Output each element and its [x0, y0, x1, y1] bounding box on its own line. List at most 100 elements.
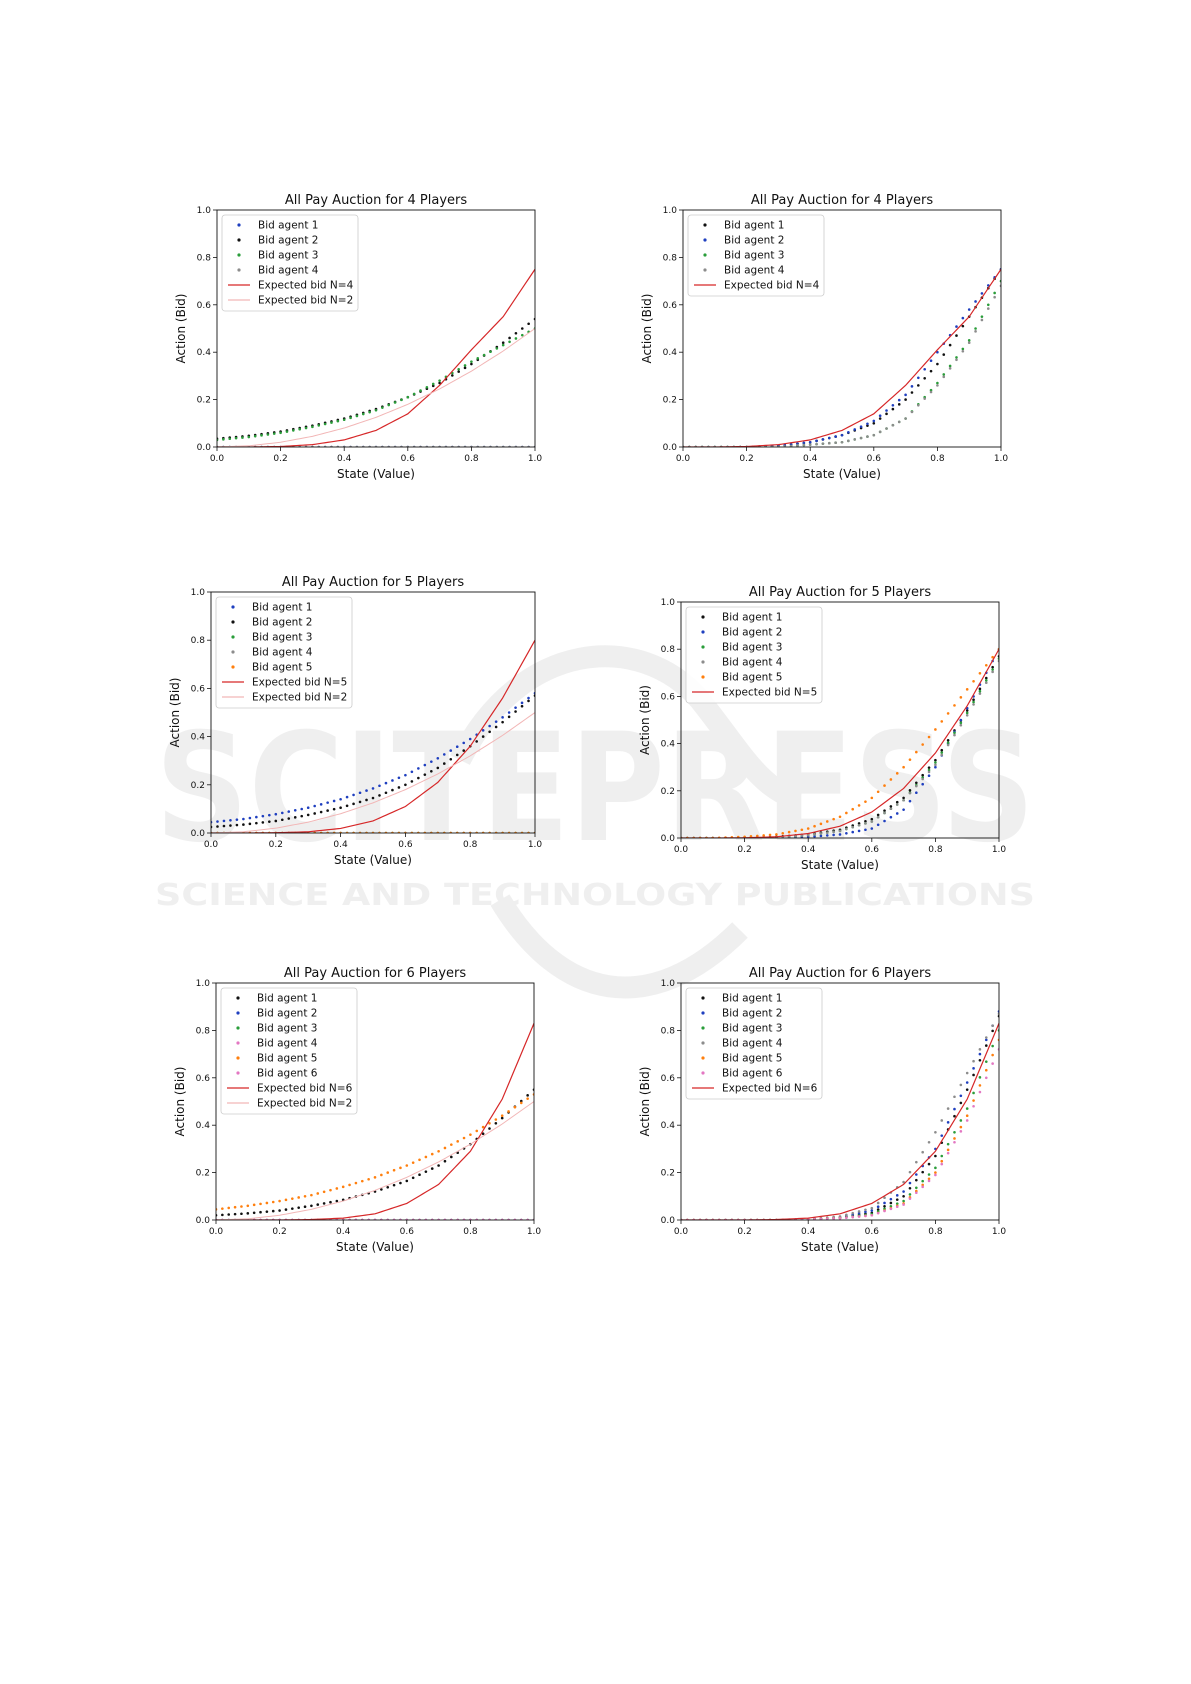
- data-point: [934, 1173, 937, 1177]
- data-point: [272, 432, 276, 435]
- data-point: [953, 1095, 956, 1099]
- data-point: [942, 373, 946, 376]
- y-tick-label: 0.0: [197, 443, 212, 453]
- data-point: [430, 1152, 434, 1156]
- data-point: [878, 430, 882, 434]
- data-point: [482, 353, 486, 357]
- data-point: [965, 688, 969, 691]
- y-tick-label: 1.0: [197, 206, 212, 216]
- data-point: [310, 1204, 313, 1208]
- data-point: [821, 438, 825, 441]
- data-point: [507, 711, 511, 714]
- y-tick-label: 0.2: [663, 396, 677, 406]
- data-point: [367, 1177, 370, 1181]
- series-points-2: [211, 694, 535, 829]
- data-point: [883, 1201, 886, 1205]
- chart-panel-1: All Pay Auction for 4 Players 0.0 0.2 0.4 0.…: [174, 193, 542, 481]
- data-point: [481, 1132, 485, 1136]
- chart-panel-2: All Pay Auction for 4 Players 0.0 0.2 0.4 0.…: [640, 193, 1008, 481]
- data-point: [845, 827, 848, 831]
- data-point: [940, 1119, 944, 1122]
- data-point: [889, 805, 893, 808]
- data-point: [885, 412, 888, 416]
- data-point: [494, 1118, 498, 1121]
- data-point: [501, 343, 505, 347]
- data-point: [872, 422, 876, 425]
- data-point: [494, 720, 498, 723]
- data-point: [866, 424, 869, 427]
- data-point: [386, 1185, 390, 1189]
- y-tick-label: 0.0: [661, 834, 676, 844]
- data-point: [313, 804, 316, 808]
- series-line-6: [217, 328, 535, 447]
- data-point: [365, 789, 368, 792]
- data-point: [806, 833, 810, 837]
- chart-panel-4: All Pay Auction for 5 Players 0.0 0.2 0.4 0.…: [638, 585, 1006, 872]
- x-tick-label: 1.0: [992, 845, 1007, 855]
- data-point: [297, 1196, 300, 1199]
- data-point: [469, 1133, 472, 1136]
- legend-point-marker: [703, 268, 707, 272]
- data-point: [336, 419, 340, 423]
- data-point: [876, 1211, 880, 1215]
- data-point: [978, 1076, 982, 1079]
- data-point: [908, 758, 912, 761]
- y-tick-label: 0.4: [661, 1121, 676, 1131]
- legend-point-marker: [701, 1071, 705, 1075]
- data-point: [455, 753, 459, 757]
- data-point: [967, 308, 971, 311]
- legend-point-marker: [236, 1071, 240, 1075]
- data-point: [940, 1134, 944, 1137]
- y-axis-label: Action (Bid): [174, 294, 188, 364]
- chart-title: All Pay Auction for 6 Players: [284, 966, 466, 981]
- data-point: [424, 1155, 428, 1159]
- series-line-8: [216, 1101, 534, 1220]
- y-tick-label: 1.0: [663, 206, 678, 216]
- data-point: [993, 295, 996, 299]
- legend-point-marker: [701, 1026, 705, 1030]
- data-point: [955, 358, 958, 362]
- data-point: [442, 753, 446, 756]
- data-point: [358, 800, 362, 804]
- data-point: [940, 1154, 944, 1158]
- data-point: [991, 655, 994, 659]
- legend-label: Expected bid N=4: [724, 280, 820, 292]
- y-tick-label: 0.0: [663, 443, 678, 453]
- data-point: [838, 1217, 842, 1220]
- y-tick-label: 0.0: [661, 1216, 676, 1226]
- data-point: [851, 1211, 855, 1215]
- data-point: [910, 385, 914, 388]
- legend-label: Bid agent 1: [252, 602, 312, 614]
- data-point: [984, 1036, 988, 1039]
- data-point: [834, 435, 837, 438]
- data-point: [345, 804, 349, 808]
- data-point: [953, 733, 956, 737]
- data-point: [255, 821, 258, 825]
- data-point: [384, 781, 388, 785]
- data-point: [946, 739, 950, 742]
- data-point: [883, 809, 886, 812]
- data-point: [927, 735, 931, 739]
- data-point: [406, 395, 410, 399]
- data-point: [449, 757, 453, 761]
- data-point: [927, 766, 931, 769]
- data-point: [897, 398, 901, 402]
- data-point: [965, 1107, 969, 1110]
- data-point: [306, 806, 310, 809]
- data-point: [984, 1068, 988, 1072]
- data-point: [489, 350, 492, 354]
- legend-label: Bid agent 6: [722, 1068, 783, 1080]
- y-tick-label: 0.2: [191, 781, 205, 791]
- data-point: [840, 433, 844, 437]
- data-point: [872, 419, 876, 423]
- data-point: [845, 831, 848, 835]
- data-point: [280, 818, 284, 822]
- data-point: [391, 788, 394, 792]
- x-tick-label: 0.0: [204, 840, 219, 850]
- data-point: [391, 779, 394, 782]
- data-point: [756, 834, 759, 838]
- data-point: [910, 391, 914, 394]
- data-point: [417, 767, 420, 770]
- data-point: [319, 803, 323, 806]
- data-point: [813, 824, 816, 828]
